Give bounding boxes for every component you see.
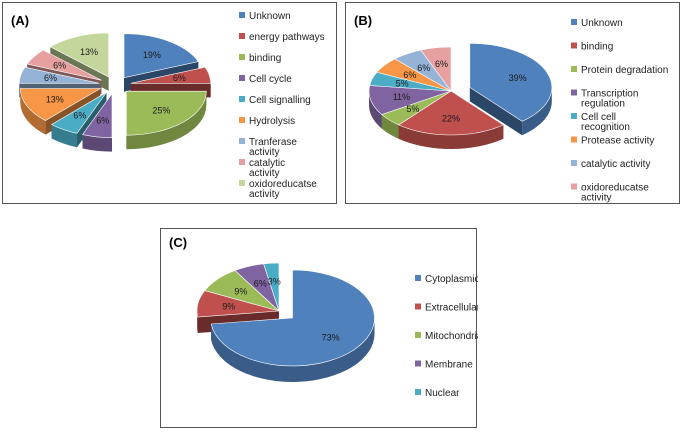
data-label-mitochondria: 9%	[234, 286, 247, 296]
data-label-cell-cell-recognition: 5%	[396, 78, 409, 88]
data-label-cell-cycle: 6%	[96, 115, 109, 125]
legend-label-energy-pathways: energy pathways	[249, 32, 325, 43]
slice-binding	[126, 90, 207, 136]
slice-energy-pathways	[130, 66, 212, 84]
legend-swatch-hydrolysis	[239, 117, 245, 123]
legend-swatch-unknown	[239, 12, 245, 18]
legend-label-transcription-regulation: Transcription regulation	[581, 89, 638, 110]
data-label-protein-degradation: 5%	[406, 104, 419, 114]
panel-b: (B) 39% 22% 5% 11% 5% 6% 6% 6% Unknown binding Prot…	[345, 2, 680, 204]
data-label-transcription-regulation: 11%	[393, 92, 410, 102]
legend-swatch-membrane	[415, 360, 421, 367]
data-label-membrane: 6%	[254, 278, 267, 288]
legend-swatch-cytoplasmic	[415, 275, 421, 281]
legend-swatch-cell-cell-recognition	[571, 113, 577, 119]
legend-label-tranferase-activity: Tranferase activity	[249, 137, 297, 158]
legend-swatch-mitochondria	[415, 332, 421, 338]
legend-swatch-tranferase-activity	[239, 138, 245, 144]
legend-label-protein-degradation: Protein degradation	[581, 65, 668, 76]
panel-c: (C) 73% 9% 9% 6% 3% Cytoplasmic Extracellular Mi…	[160, 228, 478, 428]
slice-tranferase-activity	[18, 66, 100, 84]
legend-swatch-transcription-regulation	[571, 89, 577, 96]
legend-label-nuclear: Nuclear	[425, 388, 460, 399]
legend-label-cell-cycle: Cell cycle	[249, 74, 292, 85]
legend-swatch-oxidoreducatse-activity	[239, 180, 245, 186]
legend-swatch-unknown	[571, 19, 577, 25]
legend-label-catalytic-activity: catalytic activity	[249, 158, 285, 179]
slice-unknown	[123, 33, 199, 79]
slice-cell-cycle	[82, 92, 113, 138]
data-label-cell-signalling: 6%	[73, 110, 86, 120]
legend-label-unknown: Unknown	[249, 11, 291, 22]
legend-swatch-extracellular	[415, 303, 421, 310]
slice-side-unknown	[469, 87, 552, 136]
slice-unknown	[469, 43, 553, 122]
data-label-cytoplasmic: 73%	[322, 333, 340, 343]
legend-label-extracellular: Extracellular	[425, 303, 478, 314]
legend-label-cell-signalling: Cell signalling	[249, 95, 311, 106]
legend-swatch-catalytic-activity	[571, 160, 577, 166]
legend-label-binding: binding	[249, 53, 281, 64]
legend-swatch-protein-degradation	[571, 66, 577, 72]
slice-oxidoreducatse-activity	[420, 46, 452, 92]
data-label-nuclear: 3%	[268, 276, 281, 286]
slice-cell-signalling	[51, 92, 107, 134]
panel-label-b: (B)	[354, 13, 372, 28]
slice-nuclear	[263, 262, 280, 312]
legend-label-membrane: Membrane	[425, 360, 473, 371]
legend-swatch-binding	[571, 42, 577, 49]
legend-label-oxidoreducatse-activity: oxidoreducatse activity	[249, 179, 317, 200]
legend-swatch-energy-pathways	[239, 33, 245, 39]
data-label-oxidoreducatse-activity: 13%	[80, 47, 98, 57]
legend-label-mitochondria: Mitochondria	[425, 331, 478, 342]
legend-label-oxidoreducatse-activity: oxidoreducatse activity	[581, 183, 649, 204]
slice-hydrolysis	[20, 88, 102, 121]
panel-label-a: (A)	[11, 13, 29, 28]
panel-a: (A) 19% 6% 25% 6% 6% 13% 6% 6% 13% Unknown energy p…	[2, 2, 337, 204]
slice-catalytic-activity	[26, 49, 102, 81]
slice-oxidoreducatse-activity	[49, 32, 109, 78]
legend-swatch-catalytic-activity	[239, 159, 245, 165]
slice-cytoplasmic	[210, 269, 375, 367]
pie-chart-b: (B)39%22%5%11%5%6%6% 6%UnknownbindingProt…	[354, 13, 668, 204]
pie-chart-c: (C) 73% 9% 9% 6% 3% Cytoplasmic Extracellular Mi…	[169, 235, 478, 399]
data-label-oxidoreducatse-activity: 6%	[435, 59, 448, 69]
data-label-protease-activity: 6%	[403, 70, 416, 80]
panel-label-c: (C)	[169, 235, 187, 250]
legend-label-binding: binding	[581, 42, 613, 53]
legend-label-unknown: Unknown	[581, 18, 623, 29]
data-label-catalytic-activity: 6%	[417, 63, 430, 73]
data-label-binding: 22%	[442, 113, 460, 123]
legend-swatch-oxidoreducatse-activity	[571, 183, 577, 190]
data-label-tranferase-activity: 6%	[44, 73, 57, 83]
data-label-binding: 25%	[152, 106, 170, 116]
data-label-catalytic-activity: 6%	[53, 61, 66, 71]
pie-chart-a: (A) 19% 6% 25% 6% 6% 13% 6% 6% 13% Unknown energy p…	[11, 11, 325, 200]
data-label-extracellular: 9%	[222, 301, 235, 311]
legend-swatch-cell-cycle	[239, 75, 245, 81]
slice-binding	[398, 90, 504, 136]
legend-label-catalytic-activity: catalytic activity	[581, 159, 650, 170]
data-label-unknown: 19%	[143, 50, 161, 60]
legend-swatch-binding	[239, 54, 245, 60]
data-label-hydrolysis: 13%	[46, 94, 64, 104]
legend-label-cytoplasmic: Cytoplasmic	[425, 274, 478, 285]
legend-swatch-cell-signalling	[239, 96, 245, 102]
data-label-energy-pathways: 6%	[173, 73, 186, 83]
legend-swatch-protease-activity	[571, 136, 577, 143]
data-label-unknown: 39%	[509, 73, 527, 83]
legend-label-hydrolysis: Hydrolysis	[249, 116, 295, 127]
legend-label-protease-activity: Protease activity	[581, 136, 654, 147]
legend-swatch-nuclear	[415, 389, 421, 395]
legend-label-cell-cell-recognition: Cell cell recognition	[581, 112, 630, 133]
